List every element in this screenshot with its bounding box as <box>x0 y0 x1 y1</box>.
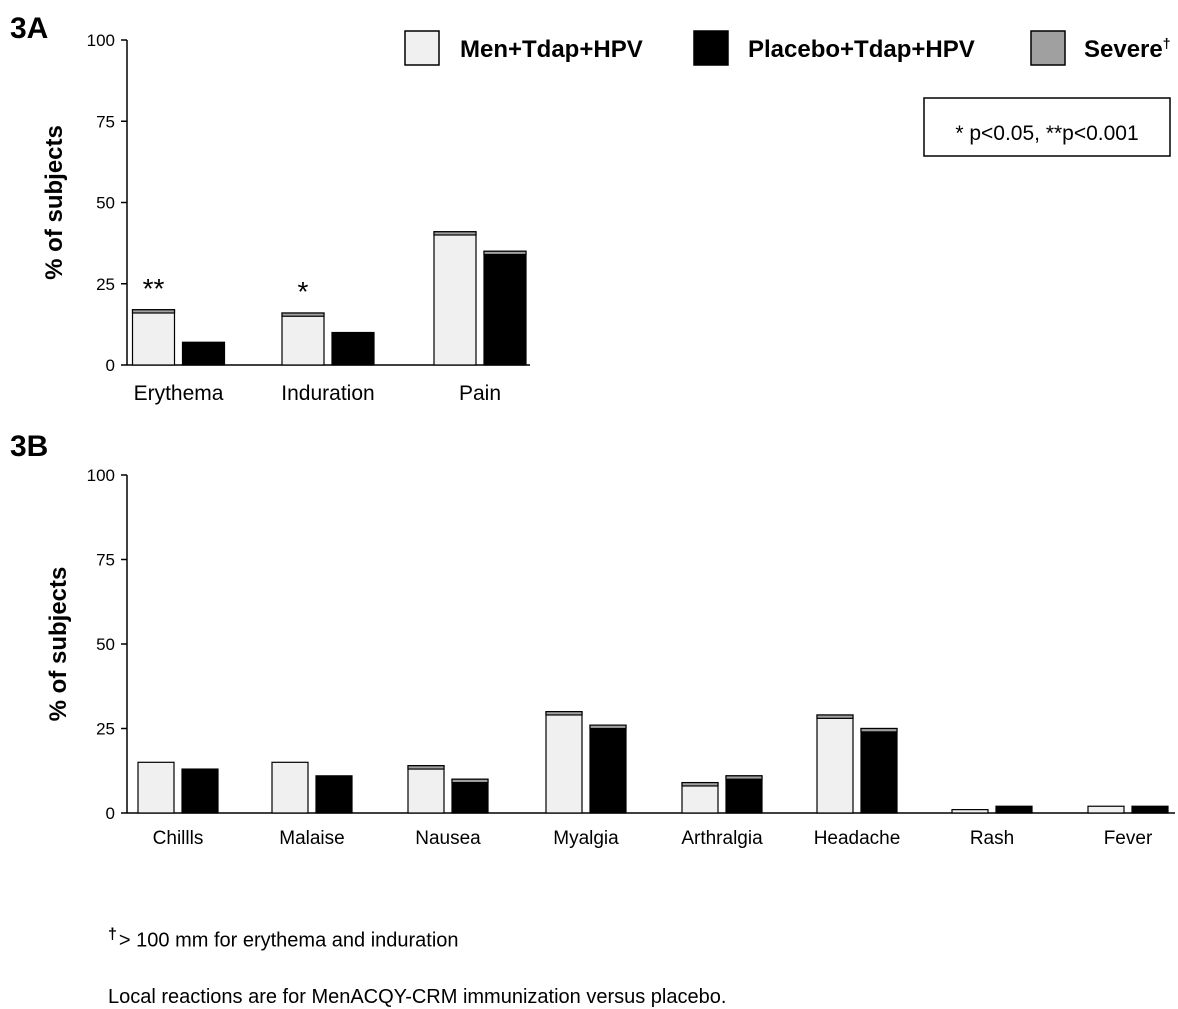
dagger-footnote: † > 100 mm for erythema and induration <box>108 926 459 953</box>
panel-3a-y-tick-label: 0 <box>106 356 115 375</box>
panel-3b-y-axis-label: % of subjects <box>45 567 72 722</box>
panel-3a-y-tick-label: 75 <box>96 112 115 131</box>
panel-3b-bar-men <box>137 761 175 814</box>
panel-3a-bar-severe-segment <box>433 231 477 236</box>
panel-3b-bar-severe-segment <box>545 710 583 716</box>
panel-3a-y-tick-label: 100 <box>87 31 115 50</box>
legend-label-men-tdap-hpv: Men+Tdap+HPV <box>460 36 643 63</box>
panel-3b-category-label: Arthralgia <box>681 828 763 849</box>
panel-3b-bar-men <box>1087 805 1125 814</box>
panel-3a-category-label: Erythema <box>134 382 224 405</box>
panel-3b-bar-men <box>681 781 719 814</box>
panel-3b-bar-placebo <box>725 775 763 814</box>
panel-3a-y-tick-label: 50 <box>96 194 115 213</box>
panel-3a-bar-severe-segment <box>281 312 325 317</box>
panel-b-label: 3B <box>10 430 49 463</box>
panel-3b-bar-severe-segment <box>589 724 627 730</box>
panel-3b-bar-severe-segment <box>816 714 854 719</box>
panel-3b-bar-men <box>545 710 583 814</box>
panel-3b-bar-men <box>271 761 309 814</box>
panel-3b-category-label: Fever <box>1104 828 1153 849</box>
panel-3b-y-tick-label: 100 <box>87 466 115 485</box>
panel-3b-bar-placebo <box>1131 805 1169 814</box>
panel-3b-bar-severe-segment <box>681 781 719 787</box>
panel-3b-bar-placebo <box>860 727 898 814</box>
dagger-footnote-text: > 100 mm for erythema and induration <box>118 929 459 952</box>
panel-3a-bar-men <box>281 312 325 366</box>
panel-3a-bar-men <box>131 309 176 366</box>
panel-3b-bar-severe-segment <box>860 727 898 733</box>
panel-3a-bar-placebo <box>331 331 375 366</box>
panel-3b-bar-men <box>407 765 445 814</box>
panel-3a-category-label: Induration <box>281 382 374 405</box>
panel-3b-bar-severe-segment <box>451 778 489 784</box>
legend-swatch-men-tdap-hpv <box>404 30 440 66</box>
panel-3b-bar-placebo <box>315 775 353 814</box>
significance-box <box>923 97 1171 157</box>
panel-3a-bar-men <box>433 231 477 366</box>
panel-3b-bar-placebo <box>181 768 219 814</box>
panel-3b-bar-placebo <box>451 778 489 814</box>
legend-dagger: † <box>1163 35 1171 51</box>
panel-3a-bar-severe-segment <box>483 250 527 256</box>
panel-3a-category-label: Pain <box>459 382 501 405</box>
panel-3b-y-tick-label: 25 <box>96 720 115 739</box>
figure-canvas: 0 25 50 75 100 % of subjects Erythema ** Indurat… <box>41 30 1175 849</box>
legend-label-placebo-tdap-hpv: Placebo+Tdap+HPV <box>748 36 975 63</box>
panel-3b-category-label: Chillls <box>153 828 204 849</box>
panel-3b-bar-men <box>951 809 989 814</box>
panel-3b-category-label: Headache <box>814 828 901 849</box>
panel-3a-y-axis-label: % of subjects <box>41 125 68 280</box>
panel-3b-bar-men <box>816 714 854 814</box>
panel-3b-bar-placebo <box>995 805 1033 814</box>
panel-3a-bar-placebo <box>181 341 226 366</box>
panel-3a-significance-marker: ** <box>143 273 165 304</box>
panel-3a-bar-placebo <box>483 250 527 366</box>
panel-3b-y-tick-label: 50 <box>96 635 115 654</box>
local-reactions-note: Local reactions are for MenACQY-CRM immu… <box>108 986 727 1008</box>
panel-3a-bar-severe-segment <box>131 309 176 314</box>
panel-3b-bar-placebo <box>589 724 627 814</box>
panel-3a-significance-marker: * <box>298 276 309 307</box>
significance-box-text: * p<0.05, **p<0.001 <box>955 122 1138 145</box>
panel-3a-y-tick-label: 25 <box>96 275 115 294</box>
legend-swatch-severe <box>1030 30 1066 66</box>
panel-3b-category-label: Nausea <box>415 828 481 849</box>
panel-3b-bar-severe-segment <box>407 765 445 770</box>
panel-3b-category-label: Malaise <box>279 828 344 849</box>
panel-3b-bar-severe-segment <box>725 775 763 780</box>
panel-3b-y-tick-label: 0 <box>106 804 115 823</box>
panel-3b-category-label: Rash <box>970 828 1014 849</box>
dagger-symbol: † <box>108 926 117 943</box>
panel-a-label: 3A <box>10 12 49 45</box>
legend-swatch-placebo-tdap-hpv <box>693 30 729 66</box>
legend-label-severe: Severe† <box>1084 35 1171 63</box>
panel-3b-y-tick-label: 75 <box>96 551 115 570</box>
panel-3b-category-label: Myalgia <box>553 828 619 849</box>
